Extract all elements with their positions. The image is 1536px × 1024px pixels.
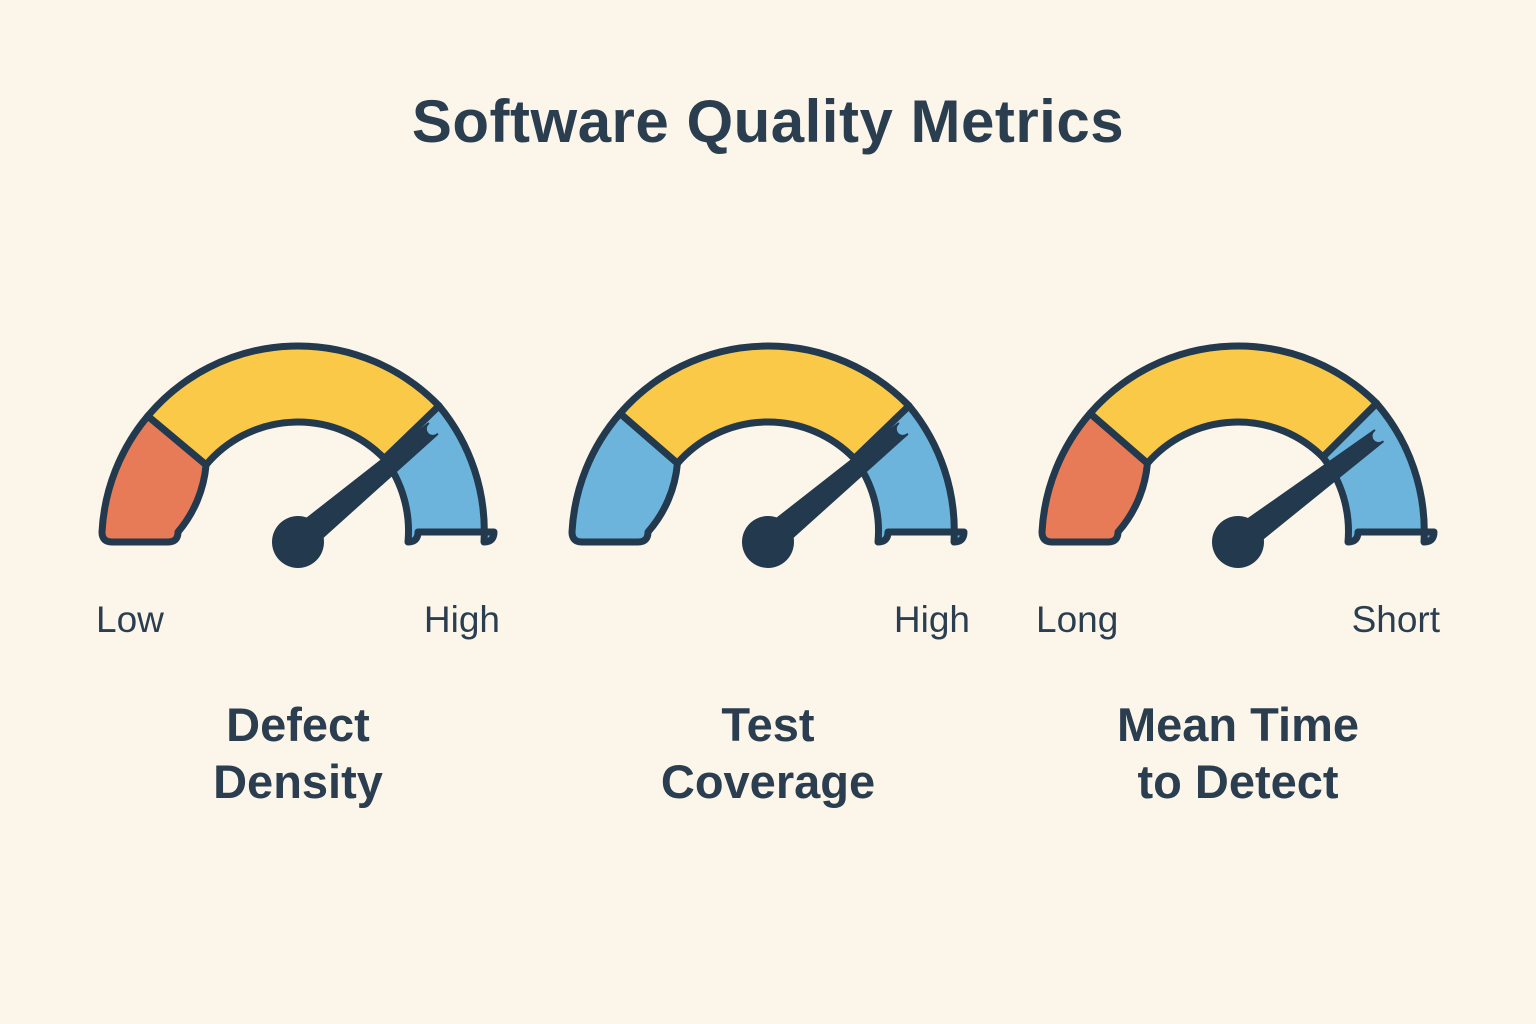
- gauge-segment-long: [1038, 409, 1151, 546]
- gauge-left-label: Low: [96, 599, 164, 640]
- gauge-caption-test-coverage: Test Coverage: [558, 696, 978, 811]
- gauge-needle-hub: [742, 516, 794, 568]
- scale-labels-test-coverage: High: [558, 598, 978, 654]
- gauge-needle: [758, 422, 909, 553]
- gauge-svg: [98, 342, 498, 568]
- gauge-segment-medium: [144, 342, 443, 469]
- caption-line-2: Coverage: [660, 755, 876, 809]
- scale-labels-mean-time-to-detect: Long Short: [1028, 598, 1448, 654]
- caption-line-2: Density: [213, 755, 383, 809]
- gauge-segment-medium: [616, 342, 913, 467]
- gauge-needle: [288, 422, 439, 553]
- gauge-right-label: High: [893, 599, 970, 640]
- gauge-needle-hub: [1212, 516, 1264, 568]
- gauge-defect-density: [88, 330, 508, 580]
- gauge-needle-hub: [272, 516, 324, 568]
- gauge-caption-defect-density: Defect Density: [88, 696, 508, 811]
- caption-line-2: to Detect: [1137, 755, 1339, 809]
- caption-line-1: Test: [721, 698, 815, 751]
- gauge-svg: [1038, 342, 1438, 568]
- caption-line-1: Mean Time: [1116, 698, 1360, 751]
- gauge-caption-mean-time-to-detect: Mean Time to Detect: [1028, 696, 1448, 811]
- gauge-card-mean-time-to-detect: Long Short Mean Time to Detect: [1003, 330, 1473, 811]
- gauge-test-coverage: [558, 330, 978, 580]
- gauge-row: Low High Defect Density High Test Covera…: [0, 330, 1536, 811]
- page-title: Software Quality Metrics: [411, 88, 1125, 155]
- caption-line-1: Defect: [226, 698, 370, 751]
- scale-labels-defect-density: Low High: [88, 598, 508, 654]
- gauge-svg: [568, 342, 968, 568]
- gauge-segment-low: [568, 409, 681, 546]
- gauge-segment-medium: [1086, 342, 1381, 467]
- gauge-card-test-coverage: High Test Coverage: [533, 330, 1003, 811]
- gauge-needle: [1229, 429, 1384, 554]
- gauge-right-label: High: [423, 599, 500, 640]
- gauge-right-label: Short: [1351, 599, 1440, 640]
- gauge-left-label: Long: [1036, 599, 1119, 640]
- gauge-mean-time-to-detect: [1028, 330, 1448, 580]
- gauge-segment-short: [1319, 399, 1438, 546]
- gauge-card-defect-density: Low High Defect Density: [63, 330, 533, 811]
